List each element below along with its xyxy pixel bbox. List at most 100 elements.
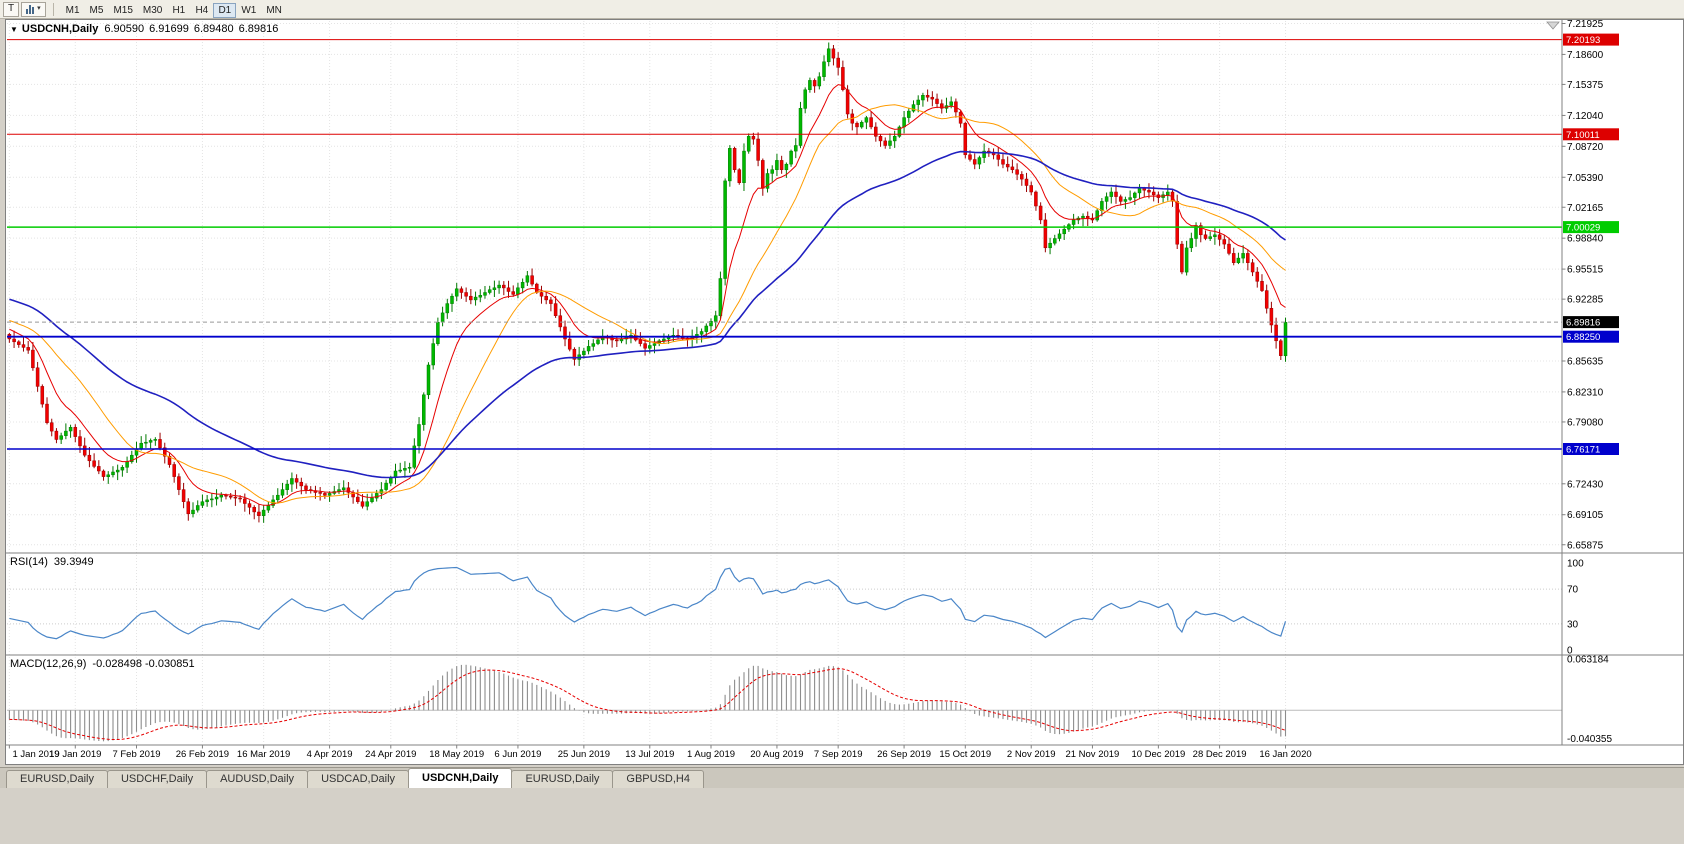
timeframe-button-M1[interactable]: M1 <box>61 3 85 18</box>
price-axis-label: 6.79080 <box>1567 417 1604 428</box>
ma-slow-line <box>9 150 1286 479</box>
date-label: 20 Aug 2019 <box>750 749 803 760</box>
macd-axis-label: 0.063184 <box>1567 655 1609 666</box>
date-label: 7 Sep 2019 <box>814 749 863 760</box>
price-axis-label: 6.98840 <box>1567 234 1604 245</box>
price-axis-label: 7.18600 <box>1567 50 1604 61</box>
price-axis-label: 7.05390 <box>1567 173 1604 184</box>
price-axis-label: 6.82310 <box>1567 387 1604 398</box>
macd-label: MACD(12,26,9) -0.028498 -0.030851 <box>10 658 201 670</box>
chart-symbol-label: USDCNH,Daily <box>21 23 99 35</box>
date-label: 24 Apr 2019 <box>365 749 416 760</box>
price-axis-label: 6.72430 <box>1567 479 1604 490</box>
timeframe-button-MN[interactable]: MN <box>261 3 287 18</box>
date-label: 1 Jan 2019 <box>12 749 59 760</box>
chart-title: ▼ USDCNH,Daily 6.90590 6.91699 6.89480 6.8981… <box>10 23 283 35</box>
price-axis-label: 6.65875 <box>1567 540 1604 551</box>
chart-tab-USDCHF-Daily[interactable]: USDCHF,Daily <box>106 770 208 788</box>
price-axis-label: 6.85635 <box>1567 357 1604 368</box>
date-label: 15 Oct 2019 <box>939 749 991 760</box>
rsi-axis-label: 70 <box>1567 585 1579 596</box>
date-label: 25 Jun 2019 <box>558 749 610 760</box>
date-label: 21 Nov 2019 <box>1065 749 1119 760</box>
chart-tab-EURUSD-Daily[interactable]: EURUSD,Daily <box>511 770 614 788</box>
svg-text:7.10011: 7.10011 <box>1566 130 1600 141</box>
chart-tab-AUDUSD-Daily[interactable]: AUDUSD,Daily <box>206 770 309 788</box>
date-label: 6 Jun 2019 <box>494 749 541 760</box>
grid <box>7 21 1562 744</box>
chart-tabs-bar: EURUSD,Daily USDCHF,Daily AUDUSD,Daily USDC… <box>0 767 1684 788</box>
price-axis-label: 7.15375 <box>1567 80 1604 91</box>
timeframe-button-M15[interactable]: M15 <box>108 3 137 18</box>
price-badge: 6.88250 <box>1563 330 1619 343</box>
templates-button[interactable]: T <box>3 1 20 17</box>
date-label: 2 Nov 2019 <box>1007 749 1056 760</box>
price-axis-label: 7.12040 <box>1567 111 1604 122</box>
price-axis[interactable]: 7.21925 7.18600 7.15375 7.12040 7.08720 7.053… <box>1562 19 1604 551</box>
macd-histogram <box>8 664 1287 742</box>
price-axis-label: 6.69105 <box>1567 510 1604 521</box>
svg-text:7.20193: 7.20193 <box>1566 35 1600 46</box>
date-label: 28 Dec 2019 <box>1193 749 1247 760</box>
date-label: 19 Jan 2019 <box>49 749 101 760</box>
price-axis-label: 7.08720 <box>1567 142 1604 153</box>
periods-dropdown-button[interactable]: ▾ <box>21 1 46 17</box>
svg-text:6.88250: 6.88250 <box>1566 332 1600 343</box>
ohlc-high: 6.91699 <box>149 23 189 35</box>
rsi-name: RSI(14) <box>10 556 48 568</box>
timeframe-button-M30[interactable]: M30 <box>138 3 167 18</box>
toolbar-separator <box>52 2 54 16</box>
timeframe-button-W1[interactable]: W1 <box>236 3 261 18</box>
date-label: 26 Sep 2019 <box>877 749 931 760</box>
timeframe-button-D1[interactable]: D1 <box>213 3 237 19</box>
chevron-down-icon: ▾ <box>37 5 41 12</box>
price-axis-label: 6.95515 <box>1567 265 1604 276</box>
date-label: 18 May 2019 <box>429 749 484 760</box>
timeframe-button-H4[interactable]: H4 <box>190 3 213 18</box>
timeframe-button-M5[interactable]: M5 <box>85 3 109 18</box>
chart-tab-GBPUSD-H4[interactable]: GBPUSD,H4 <box>612 770 704 788</box>
ohlc-low: 6.89480 <box>193 23 234 35</box>
date-label: 7 Feb 2019 <box>112 749 160 760</box>
rsi-label: RSI(14) 39.3949 <box>10 556 100 568</box>
price-badge: 6.89816 <box>1563 316 1619 329</box>
date-label: 16 Jan 2020 <box>1259 749 1311 760</box>
chart-tab-USDCNH-Daily[interactable]: USDCNH,Daily <box>408 768 513 788</box>
date-label: 16 Mar 2019 <box>237 749 290 760</box>
chart-shift-marker[interactable] <box>1546 21 1560 30</box>
macd-name: MACD(12,26,9) <box>10 658 87 670</box>
date-label: 10 Dec 2019 <box>1131 749 1185 760</box>
macd-values: -0.028498 -0.030851 <box>92 658 195 670</box>
toolbar: T ▾ M1 M5 M15 M30 H1 H4 D1 W1 MN <box>0 0 1684 19</box>
price-chart[interactable]: 7.21925 7.18600 7.15375 7.12040 7.08720 7.053… <box>0 0 1684 766</box>
timeframe-button-H1[interactable]: H1 <box>167 3 190 18</box>
date-label: 4 Apr 2019 <box>307 749 353 760</box>
price-axis-label: 7.21925 <box>1567 19 1604 30</box>
collapse-arrow-icon[interactable]: ▼ <box>10 25 18 34</box>
date-label: 13 Jul 2019 <box>625 749 674 760</box>
price-badge: 7.00029 <box>1563 221 1619 234</box>
price-axis-label: 7.02165 <box>1567 203 1604 214</box>
chart-tab-EURUSD-Daily[interactable]: EURUSD,Daily <box>6 770 108 788</box>
macd-signal-line <box>9 668 1286 740</box>
chart-periods-icon <box>26 4 35 14</box>
rsi-line <box>9 566 1287 640</box>
price-badge: 7.10011 <box>1563 128 1619 141</box>
ohlc-close: 6.89816 <box>238 23 279 35</box>
timeframe-buttons: M1 M5 M15 M30 H1 H4 D1 W1 MN <box>61 0 287 19</box>
rsi-axis-label: 100 <box>1567 559 1584 570</box>
rsi-axis-label: 30 <box>1567 619 1579 630</box>
rsi-axis-label: 0 <box>1567 646 1573 657</box>
date-label: 1 Aug 2019 <box>687 749 735 760</box>
ma-mid-line <box>9 104 1286 504</box>
ohlc-open: 6.90590 <box>104 23 145 35</box>
macd-axis-label: -0.040355 <box>1567 734 1612 745</box>
ma-fast-line <box>9 84 1286 506</box>
chart-tab-USDCAD-Daily[interactable]: USDCAD,Daily <box>307 770 410 788</box>
svg-text:6.89816: 6.89816 <box>1566 318 1600 329</box>
date-label: 26 Feb 2019 <box>176 749 229 760</box>
price-axis-label: 6.92285 <box>1567 295 1604 306</box>
svg-text:7.00029: 7.00029 <box>1566 223 1600 234</box>
